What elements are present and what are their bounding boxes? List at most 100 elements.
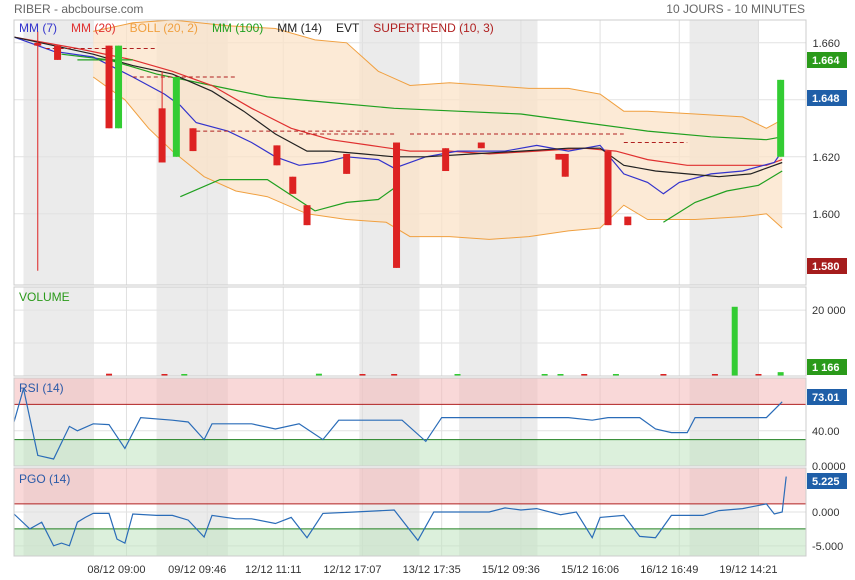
pgo-title: PGO (14): [19, 472, 70, 486]
x-tick-label: 19/12 14:21: [719, 564, 777, 576]
pgo-badge-bg: [807, 473, 847, 489]
candle-body: [289, 176, 297, 194]
x-tick-label: 12/12 11:11: [245, 564, 301, 576]
volume-bar: [315, 373, 322, 376]
candle-body: [561, 153, 569, 177]
pgo-oversold-zone: [14, 528, 806, 556]
x-tick-label: 15/12 16:06: [561, 564, 619, 576]
pgo-line: [13, 476, 787, 547]
session-band: [689, 287, 759, 376]
volume-bar: [454, 374, 461, 376]
indicator-legend: MM (7) MM (20) BOLL (20, 2) MM (100) MM (14)…: [19, 21, 494, 35]
x-tick-label: 15/12 09:36: [482, 564, 540, 576]
price-high-badge: 1.664: [812, 55, 840, 67]
candle-body: [189, 128, 197, 152]
x-tick-label: 08/12 09:00: [87, 564, 145, 576]
price-last-badge-bg: [807, 90, 847, 106]
period-label: 10 JOURS - 10 MINUTES: [666, 2, 805, 16]
volume-tick-label: 20 000: [812, 305, 846, 317]
pgo-tick-label: -5.000: [812, 541, 843, 553]
pgo-tick-label: 0.000: [812, 507, 840, 519]
candle-body: [303, 205, 311, 226]
mm20-line: [13, 36, 783, 166]
candle-body: [172, 76, 180, 157]
panel-frame: [13, 19, 807, 286]
x-tick-label: 16/12 16:49: [640, 564, 698, 576]
panel-frame: [13, 377, 807, 467]
candle-body: [54, 45, 62, 60]
x-axis-labels: 08/12 09:00 09/12 09:46 12/12 11:11 12/12 1…: [87, 564, 777, 576]
rsi-overbought-zone: [14, 378, 806, 405]
candle-body: [393, 142, 401, 268]
rsi-panel: [13, 378, 806, 466]
candle-body: [604, 151, 612, 226]
volume-bar: [755, 374, 762, 376]
legend-item: MM (14): [277, 21, 322, 35]
volume-bar: [660, 374, 667, 376]
candle-body: [777, 79, 785, 157]
candle-body: [158, 108, 166, 163]
volume-bar: [181, 374, 188, 376]
legend-item: MM (100): [212, 21, 263, 35]
x-tick-label: 09/12 09:46: [168, 564, 226, 576]
rsi-oversold-zone: [14, 439, 806, 466]
panel-frame: [13, 467, 807, 557]
legend-item: SUPERTREND (10, 3): [373, 21, 493, 35]
session-band: [23, 20, 94, 285]
candle-body: [343, 153, 351, 174]
volume-bar: [541, 374, 548, 376]
rsi-badge-bg: [807, 389, 847, 405]
session-band: [156, 287, 228, 376]
candle-body: [624, 216, 632, 226]
chart-title: RIBER - abcbourse.com: [14, 2, 143, 16]
volume-badge: 1 166: [812, 362, 840, 374]
candle-body: [555, 153, 563, 160]
price-low-badge: 1.580: [812, 261, 840, 273]
candle-body: [105, 45, 113, 129]
supertrend-support-segment: [663, 170, 783, 223]
legend-item: BOLL (20, 2): [130, 21, 198, 35]
price-tick-label: 1.600: [812, 209, 840, 221]
volume-bar: [557, 374, 564, 376]
session-band: [23, 287, 94, 376]
pgo-overbought-zone: [14, 468, 806, 504]
panel-frame: [13, 286, 807, 377]
volume-bar: [777, 372, 784, 376]
price-panel: [13, 19, 785, 271]
supertrend-support-segment: [180, 179, 395, 212]
x-tick-label: 13/12 17:35: [403, 564, 461, 576]
volume-bar: [612, 374, 619, 376]
volume-panel: [106, 306, 784, 376]
volume-bar: [161, 374, 168, 376]
volume-bar: [106, 373, 113, 376]
volume-bar: [391, 374, 398, 376]
candle-body: [115, 45, 123, 129]
candle-body: [273, 145, 281, 166]
legend-item: MM (20): [71, 21, 116, 35]
rsi-badge: 73.01: [812, 392, 840, 404]
price-last-badge: 1.648: [812, 93, 840, 105]
volume-badge-bg: [807, 359, 847, 375]
session-band: [359, 287, 420, 376]
price-high-badge-bg: [807, 52, 847, 68]
rsi-tick-label: 0.0000: [812, 461, 846, 473]
legend-item: EVT: [336, 21, 360, 35]
rsi-line: [13, 388, 783, 460]
session-band: [459, 287, 538, 376]
price-tick-label: 1.620: [812, 152, 840, 164]
volume-title: VOLUME: [19, 290, 70, 304]
bollinger-lower-line: [92, 76, 783, 240]
x-tick-label: 12/12 17:07: [323, 564, 381, 576]
pgo-badge: 5.225: [812, 476, 840, 488]
candle-body: [34, 42, 42, 46]
mm100-line: [61, 53, 783, 141]
volume-bar: [731, 306, 738, 376]
bollinger-upper-line: [93, 19, 783, 129]
volume-bar: [711, 374, 718, 376]
volume-bar: [581, 374, 588, 376]
legend-item: MM (7): [19, 21, 57, 35]
candle-body: [442, 148, 450, 172]
pgo-panel: [13, 468, 806, 556]
